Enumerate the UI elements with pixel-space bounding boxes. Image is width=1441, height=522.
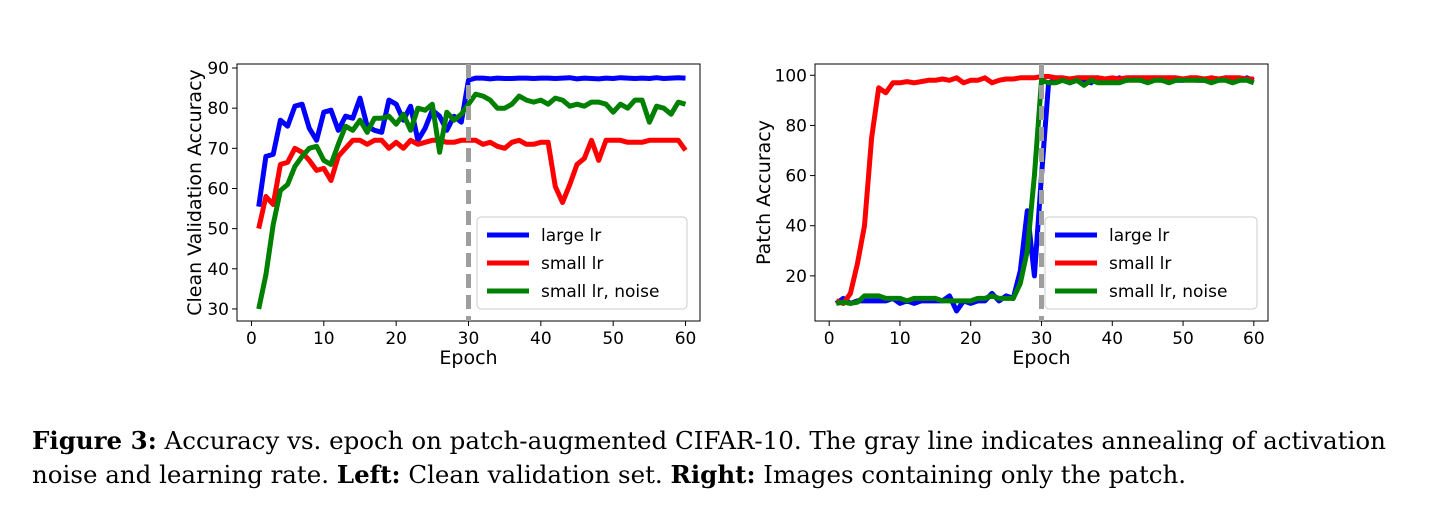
y-tick-label: 40 [207, 260, 229, 280]
caption-text-1: Accuracy vs. epoch on patch-augmented CI… [32, 426, 1386, 489]
y-tick-label: 40 [785, 217, 807, 237]
x-tick-label: 0 [824, 329, 835, 349]
x-tick-label: 40 [1101, 329, 1123, 349]
y-tick-label: 70 [207, 139, 229, 159]
caption-left-text: Clean validation set. [400, 460, 671, 489]
y-tick-label: 60 [785, 167, 807, 187]
series-line-small-lr-noise [835, 77, 1255, 306]
caption-left-label: Left: [336, 460, 401, 489]
x-tick-label: 20 [960, 329, 982, 349]
series-line-small-lr-noise [256, 91, 687, 310]
series-line-large-lr [256, 75, 686, 207]
x-tick-label: 30 [1031, 329, 1053, 349]
y-tick-label: 80 [207, 99, 229, 119]
legend-label: small lr, noise [541, 282, 659, 302]
legend-label: small lr [1109, 254, 1171, 274]
y-tick-label: 80 [785, 116, 807, 136]
x-tick-label: 20 [385, 329, 407, 349]
x-tick-label: 10 [889, 329, 911, 349]
x-tick-label: 60 [675, 329, 697, 349]
x-axis-label: Epoch [439, 347, 497, 369]
series-line-small-lr [256, 137, 688, 230]
chart-left-clean-validation: 0 10 20 30 40 50 60 30 40 50 60 70 80 90 Epoch Clean Va… [184, 59, 701, 369]
x-tick-label: 50 [602, 329, 624, 349]
y-tick-label: 20 [785, 267, 807, 287]
caption-right-label: Right: [670, 460, 756, 489]
legend-label: large lr [1109, 226, 1169, 246]
legend-box [476, 216, 688, 310]
legend-label: large lr [541, 226, 601, 246]
legend-label: small lr [541, 254, 603, 274]
caption-right-text: Images containing only the patch. [755, 460, 1187, 489]
y-tick-label: 30 [207, 300, 229, 320]
x-tick-label: 10 [313, 329, 335, 349]
caption-figure-label: Figure 3: [32, 426, 157, 455]
y-tick-label: 50 [207, 220, 229, 240]
legend-box [1044, 216, 1258, 310]
y-axis-label: Patch Accuracy [753, 120, 775, 265]
y-tick-label: 60 [207, 179, 229, 199]
figure-caption: Figure 3: Accuracy vs. epoch on patch-au… [32, 424, 1432, 492]
x-tick-label: 30 [458, 329, 480, 349]
x-tick-label: 0 [246, 329, 257, 349]
y-tick-label: 100 [775, 66, 807, 86]
y-axis-label: Clean Validation Accuracy [184, 69, 206, 316]
x-tick-label: 40 [530, 329, 552, 349]
x-tick-label: 60 [1243, 329, 1265, 349]
legend-label: small lr, noise [1109, 282, 1227, 302]
x-tick-label: 50 [1172, 329, 1194, 349]
x-axis-label: Epoch [1012, 347, 1070, 369]
chart-right-patch-accuracy: 0 10 20 30 40 50 60 20 40 60 80 100 Epoch Patch Accur… [753, 63, 1269, 369]
y-tick-label: 90 [207, 59, 229, 79]
